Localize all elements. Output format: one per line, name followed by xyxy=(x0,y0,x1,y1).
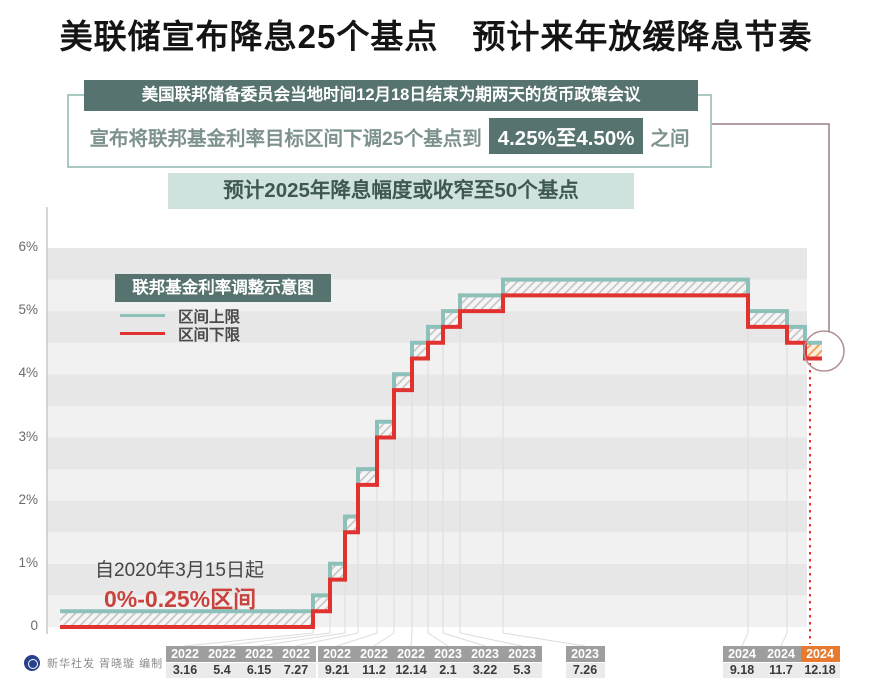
legend-item-upper: 区间上限 xyxy=(120,307,241,326)
x-label-date: 12.18 xyxy=(800,663,840,678)
x-label-year: 2023 xyxy=(428,646,468,662)
x-label-date: 3.16 xyxy=(165,663,205,678)
x-label: 2022 7.27 xyxy=(276,646,316,678)
annotation-initial-range: 0%-0.25%区间 xyxy=(104,586,257,612)
y-tick-label: 4% xyxy=(18,365,38,381)
xinhua-logo xyxy=(24,655,40,671)
rate-range-highlight: 4.25%至4.50% xyxy=(488,118,644,154)
x-label: 2024 9.18 xyxy=(722,646,762,678)
upper-bound-line-swatch xyxy=(120,313,165,318)
x-label-date: 11.7 xyxy=(761,663,801,678)
forecast-box: 预计2025年降息幅度或收窄至50个基点 xyxy=(168,173,634,209)
meeting-banner: 美国联邦储备委员会当地时间12月18日结束为期两天的货币政策会议 xyxy=(84,80,698,111)
x-label: 2022 3.16 xyxy=(165,646,205,678)
lower-bound-line-swatch xyxy=(120,331,165,336)
x-label-date: 9.18 xyxy=(722,663,762,678)
x-label-year: 2023 xyxy=(465,646,505,662)
chart-legend-title: 联邦基金利率调整示意图 xyxy=(115,274,331,302)
legend-upper-label: 区间上限 xyxy=(178,308,241,326)
y-tick-label: 1% xyxy=(18,554,38,570)
x-label-year: 2024 xyxy=(800,646,840,662)
x-label-year: 2023 xyxy=(502,646,542,662)
x-label-year: 2022 xyxy=(354,646,394,662)
x-label: 2023 3.22 xyxy=(465,646,505,678)
x-label: 2022 12.14 xyxy=(391,646,431,678)
x-label-date: 5.4 xyxy=(202,663,242,678)
x-label-year: 2022 xyxy=(239,646,279,662)
x-label-year: 2022 xyxy=(202,646,242,662)
x-label: 2022 5.4 xyxy=(202,646,242,678)
x-label-year: 2024 xyxy=(761,646,801,662)
x-label: 2023 2.1 xyxy=(428,646,468,678)
x-label-date: 3.22 xyxy=(465,663,505,678)
x-label-date: 5.3 xyxy=(502,663,542,678)
x-label-highlighted: 2024 12.18 xyxy=(800,646,840,678)
y-tick-label: 3% xyxy=(18,428,38,444)
x-label-date: 7.27 xyxy=(276,663,316,678)
annotation-start-date: 自2020年3月15日起 xyxy=(95,560,264,581)
x-label-date: 6.15 xyxy=(239,663,279,678)
announcement-suffix: 之间 xyxy=(650,127,690,150)
x-label-year: 2023 xyxy=(565,646,605,662)
x-label-year: 2022 xyxy=(165,646,205,662)
announcement-line: 宣布将联邦基金利率目标区间下调25个基点到 4.25%至4.50% 之间 xyxy=(67,116,712,156)
legend-lower-label: 区间下限 xyxy=(178,326,241,344)
announcement-prefix: 宣布将联邦基金利率目标区间下调25个基点到 xyxy=(89,127,482,150)
x-label-year: 2022 xyxy=(391,646,431,662)
x-label-year: 2022 xyxy=(276,646,316,662)
x-label: 2022 9.21 xyxy=(317,646,357,678)
credit-text: 新华社发 胥晓璇 编制 xyxy=(47,658,164,670)
x-label-date: 2.1 xyxy=(428,663,468,678)
credit-line: 新华社发 胥晓璇 编制 xyxy=(24,655,163,671)
legend-item-lower: 区间下限 xyxy=(120,325,241,344)
x-label: 2022 6.15 xyxy=(239,646,279,678)
x-label-date: 7.26 xyxy=(565,663,605,678)
x-label: 2024 11.7 xyxy=(761,646,801,678)
x-label: 2022 11.2 xyxy=(354,646,394,678)
page-title: 美联储宣布降息25个基点 预计来年放缓降息节奏 xyxy=(59,18,813,55)
x-label-year: 2022 xyxy=(317,646,357,662)
x-label: 2023 7.26 xyxy=(565,646,605,678)
x-label-year: 2024 xyxy=(722,646,762,662)
y-tick-label: 6% xyxy=(18,239,38,254)
y-tick-label: 5% xyxy=(18,302,38,318)
y-tick-label: 0 xyxy=(30,618,38,633)
x-label-date: 12.14 xyxy=(391,663,431,678)
x-label: 2023 5.3 xyxy=(502,646,542,678)
y-tick-label: 2% xyxy=(18,491,38,507)
x-label-date: 9.21 xyxy=(317,663,357,678)
x-label-date: 11.2 xyxy=(354,663,394,678)
